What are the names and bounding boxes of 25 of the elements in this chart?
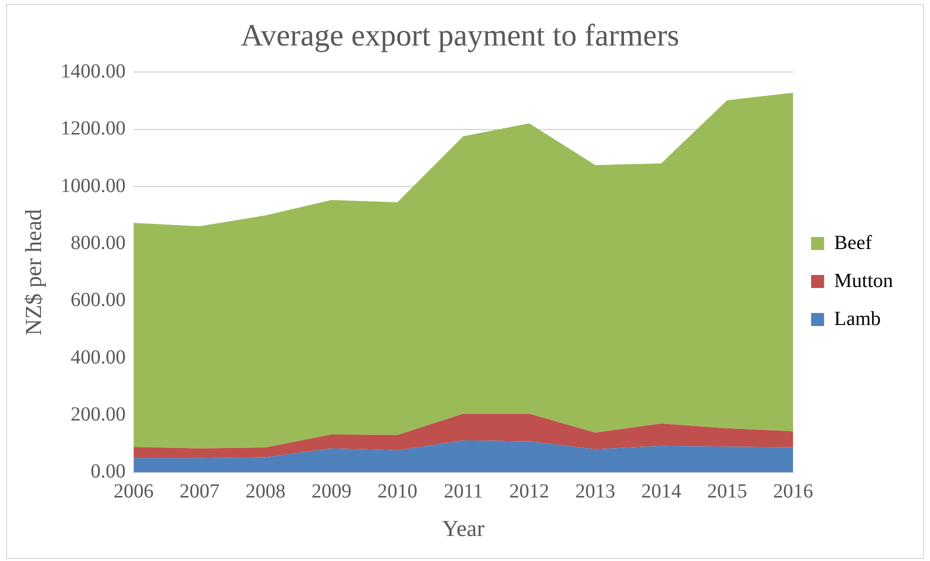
x-tick-label: 2014: [641, 480, 682, 503]
x-tick-label: 2015: [707, 480, 748, 503]
x-tick-label: 2016: [773, 480, 814, 503]
x-tick-label: 2012: [509, 480, 550, 503]
y-tick-label: 600.00: [70, 289, 126, 312]
y-axis-title: NZ$ per head: [20, 208, 46, 336]
y-tick-label: 1000.00: [60, 174, 126, 197]
x-tick-label: 2010: [377, 480, 418, 503]
x-tick-label: 2008: [246, 480, 286, 503]
x-tick-label: 2007: [180, 480, 220, 503]
y-tick-label: 1200.00: [60, 118, 126, 140]
x-tick-label: 2013: [575, 480, 616, 503]
x-tick-label: 2011: [444, 480, 483, 503]
x-axis-title: Year: [442, 516, 485, 542]
y-tick-label: 800.00: [70, 232, 126, 254]
y-tick-label: 400.00: [70, 346, 126, 368]
legend-label: Mutton: [834, 270, 894, 292]
y-tick-label: 1400.00: [60, 60, 126, 82]
y-tick-label: 0.00: [90, 460, 126, 483]
x-tick-label: 2006: [114, 480, 154, 503]
chart-title: Average export payment to farmers: [240, 18, 680, 53]
x-tick-label: 2009: [311, 480, 352, 503]
y-tick-label: 200.00: [70, 403, 126, 426]
legend-label: Beef: [834, 232, 872, 254]
legend-label: Lamb: [834, 308, 881, 330]
